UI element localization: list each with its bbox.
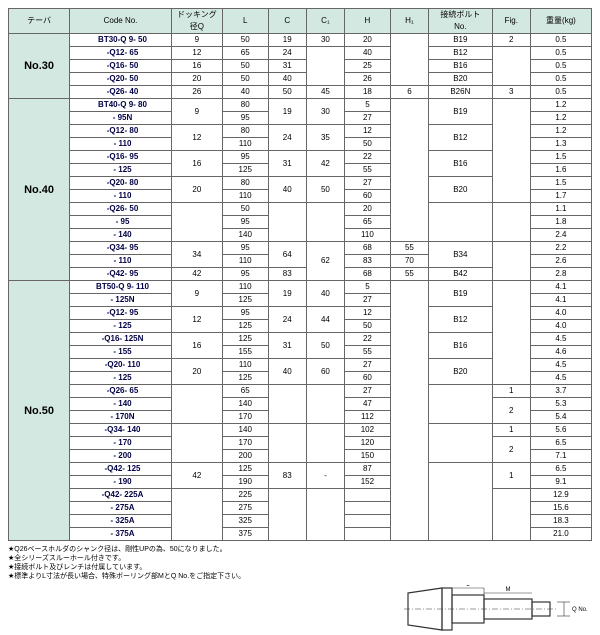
code-no: -Q12- 95 (70, 307, 172, 320)
code-no: - 110 (70, 190, 172, 203)
code-no: -Q12- 65 (70, 47, 172, 60)
taper-label: No.50 (9, 281, 70, 541)
code-no: -Q16- 50 (70, 60, 172, 73)
col-header: Fig. (492, 9, 530, 34)
code-no: - 140 (70, 229, 172, 242)
code-no: -Q34- 95 (70, 242, 172, 255)
code-no: - 125N (70, 294, 172, 307)
code-no: - 275A (70, 502, 172, 515)
taper-label: No.30 (9, 34, 70, 99)
code-no: -Q16- 95 (70, 151, 172, 164)
code-no: - 125 (70, 164, 172, 177)
code-no: -Q42- 125 (70, 463, 172, 476)
spec-table: テーバCode No.ドッキング径QLCC₁HH₁接続ボルトNo.Fig.重量(… (8, 8, 592, 541)
code-no: - 170N (70, 411, 172, 424)
code-no: - 110 (70, 138, 172, 151)
code-no: - 170 (70, 437, 172, 450)
code-no: -Q26- 65 (70, 385, 172, 398)
col-header: 重量(kg) (530, 9, 591, 34)
code-no: BT40-Q 9- 80 (70, 99, 172, 112)
code-no: - 140 (70, 398, 172, 411)
col-header: 接続ボルトNo. (429, 9, 493, 34)
col-header: C₁ (306, 9, 344, 34)
svg-text:M: M (506, 587, 511, 593)
svg-text:Q No.: Q No. (572, 607, 588, 613)
code-no: -Q12- 80 (70, 125, 172, 138)
code-no: - 110 (70, 255, 172, 268)
code-no: BT50-Q 9- 110 (70, 281, 172, 294)
code-no: - 155 (70, 346, 172, 359)
taper-label: No.40 (9, 99, 70, 281)
code-no: - 125 (70, 372, 172, 385)
code-no: -Q16- 125N (70, 333, 172, 346)
code-no: - 325A (70, 515, 172, 528)
col-header: ドッキング径Q (171, 9, 222, 34)
col-header: Code No. (70, 9, 172, 34)
code-no: -Q34- 140 (70, 424, 172, 437)
code-no: - 95N (70, 112, 172, 125)
col-header: C (268, 9, 306, 34)
code-no: -Q42- 225A (70, 489, 172, 502)
code-no: - 125 (70, 320, 172, 333)
code-no: -Q20- 50 (70, 73, 172, 86)
code-no: -Q26- 50 (70, 203, 172, 216)
code-no: - 95 (70, 216, 172, 229)
code-no: -Q20- 110 (70, 359, 172, 372)
code-no: BT30-Q 9- 50 (70, 34, 172, 47)
col-header: H (345, 9, 391, 34)
col-header: テーバ (9, 9, 70, 34)
col-header: L (222, 9, 268, 34)
footnotes: ★Q26ベースホルダのシャンク径は、剛性UPの為、50になりました。★全シリーズ… (8, 545, 592, 581)
svg-text:L: L (466, 585, 470, 588)
col-header: H₁ (390, 9, 428, 34)
code-no: - 200 (70, 450, 172, 463)
code-no: - 375A (70, 528, 172, 541)
code-no: -Q26- 40 (70, 86, 172, 99)
code-no: -Q42- 95 (70, 268, 172, 281)
code-no: - 190 (70, 476, 172, 489)
holder-diagram: L M Q No. (402, 585, 592, 635)
code-no: -Q20- 80 (70, 177, 172, 190)
